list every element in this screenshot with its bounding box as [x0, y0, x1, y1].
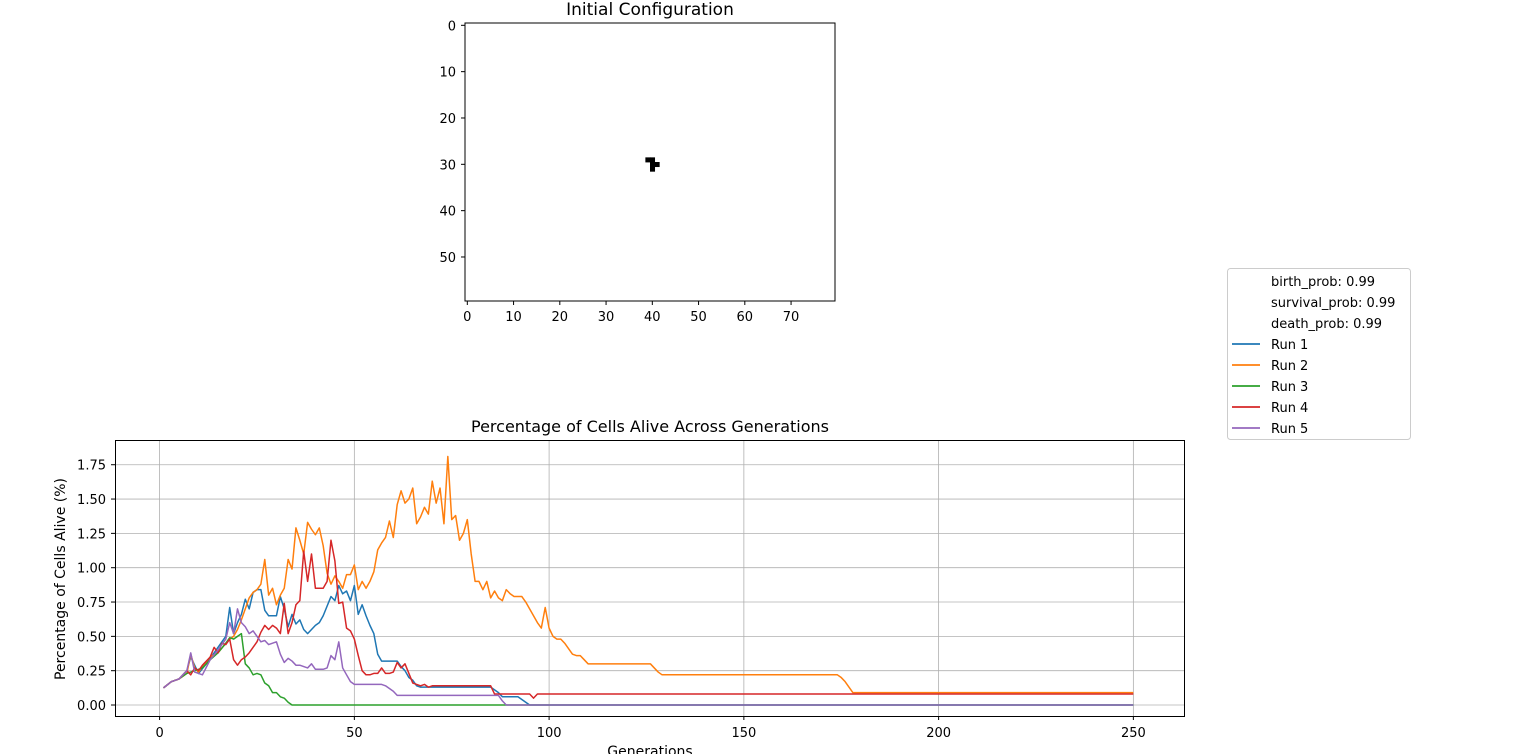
- y-tick-label: 1.25: [77, 527, 106, 542]
- legend: birth_prob: 0.99 survival_prob: 0.99 death…: [1227, 268, 1411, 440]
- series-line-run-2: [163, 455, 1134, 694]
- heatmap-x-tick-label: 30: [598, 310, 615, 325]
- line-chart-x-ticks: 0 50 100 150 200 250: [155, 716, 1146, 741]
- x-tick-label: 200: [926, 726, 951, 741]
- heatmap-x-tick-label: 50: [690, 310, 707, 325]
- alive-cell: [650, 166, 656, 172]
- x-tick-label: 50: [346, 726, 363, 741]
- legend-label: Run 2: [1271, 359, 1308, 374]
- line-chart-series: [163, 455, 1134, 706]
- y-tick-label: 0.25: [77, 665, 106, 680]
- legend-label: Run 4: [1271, 401, 1308, 416]
- heatmap-x-tick-label: 40: [644, 310, 661, 325]
- legend-label: Run 5: [1271, 422, 1308, 437]
- heatmap-x-tick-label: 70: [783, 310, 800, 325]
- legend-box: [1227, 268, 1411, 440]
- alive-cell: [650, 157, 656, 163]
- heatmap-cells: [645, 157, 660, 172]
- y-tick-label: 1.00: [77, 562, 106, 577]
- line-chart-title: Percentage of Cells Alive Across Generat…: [471, 417, 829, 436]
- x-tick-label: 150: [731, 726, 756, 741]
- legend-note: death_prob: 0.99: [1271, 317, 1382, 332]
- line-chart-frame: [115, 440, 1185, 717]
- heatmap-y-tick-label: 0: [448, 19, 456, 34]
- line-chart-y-ticks: 0.00 0.25 0.50 0.75 1.00 1.25 1.50 1.75: [77, 459, 115, 714]
- line-chart-xlabel: Generations: [607, 744, 692, 754]
- line-chart-ylabel: Percentage of Cells Alive (%): [53, 478, 69, 680]
- heatmap-y-tick-label: 10: [439, 66, 456, 81]
- heatmap-x-tick-label: 20: [552, 310, 569, 325]
- x-tick-label: 250: [1121, 726, 1146, 741]
- heatmap-title: Initial Configuration: [566, 0, 734, 20]
- heatmap-x-tick-label: 10: [505, 310, 522, 325]
- series-line-run-1: [163, 584, 1134, 706]
- x-tick-label: 0: [155, 726, 163, 741]
- heatmap-y-tick-label: 30: [439, 158, 456, 173]
- heatmap-y-tick-label: 50: [439, 251, 456, 266]
- heatmap-x-ticks: 0 10 20 30 40 50 60 70: [463, 301, 799, 325]
- y-tick-label: 0.50: [77, 630, 106, 645]
- y-tick-label: 0.75: [77, 596, 106, 611]
- heatmap-y-tick-label: 20: [439, 112, 456, 127]
- series-line-run-5: [163, 608, 1134, 706]
- legend-note: birth_prob: 0.99: [1271, 275, 1375, 290]
- alive-cell: [650, 162, 656, 168]
- series-line-run-4: [163, 539, 1134, 699]
- x-tick-label: 100: [537, 726, 562, 741]
- legend-items: birth_prob: 0.99 survival_prob: 0.99 death…: [1232, 275, 1395, 437]
- initial-configuration-subplot: Initial Configuration 0 10 20 30 40 50 60 70 0 1…: [439, 0, 836, 325]
- alive-cell: [654, 162, 660, 168]
- legend-note: survival_prob: 0.99: [1271, 296, 1395, 311]
- alive-cell: [645, 157, 651, 163]
- y-tick-label: 1.50: [77, 493, 106, 508]
- y-tick-label: 1.75: [77, 459, 106, 474]
- alive-percentage-subplot: Percentage of Cells Alive Across Generat…: [53, 417, 1185, 754]
- heatmap-x-tick-label: 60: [737, 310, 754, 325]
- heatmap-y-tick-label: 40: [439, 205, 456, 220]
- heatmap-x-tick-label: 0: [463, 310, 471, 325]
- legend-label: Run 3: [1271, 380, 1308, 395]
- y-tick-label: 0.00: [77, 699, 106, 714]
- line-chart-grid: [115, 440, 1184, 716]
- legend-label: Run 1: [1271, 338, 1308, 353]
- heatmap-y-ticks: 0 10 20 30 40 50: [439, 19, 465, 266]
